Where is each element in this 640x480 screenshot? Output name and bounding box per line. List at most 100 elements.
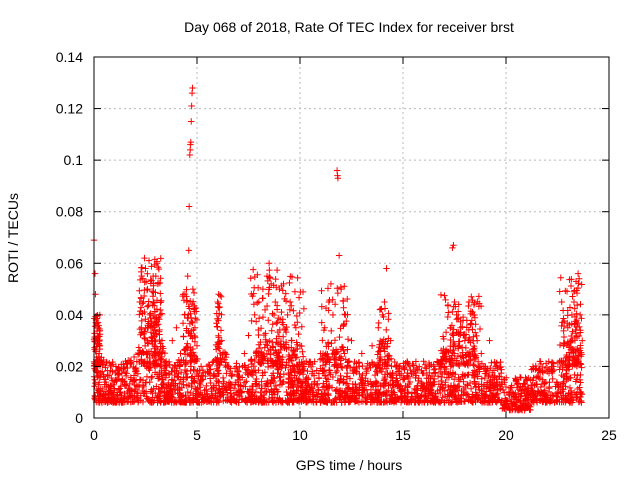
data-point-cloud [510,390,517,397]
data-point-cloud [228,393,235,401]
data-point [329,311,337,319]
data-point-cloud [455,395,463,402]
data-point [101,376,108,383]
data-point [348,337,355,344]
data-point-cloud [406,362,413,370]
data-point-spike [287,273,294,280]
data-point-cloud [242,369,250,377]
data-point-cloud [140,349,147,357]
data-point-cloud [159,376,166,383]
data-point-cloud [102,391,110,398]
data-point-cloud [565,389,572,397]
data-point-cloud [407,366,414,374]
data-point-cloud [136,376,144,383]
data-point-cloud [242,364,249,371]
data-point-spike [151,256,159,263]
data-point-cloud [205,369,213,377]
data-point [111,378,118,386]
data-point-spike [183,293,190,300]
data-point-spike [150,352,158,359]
data-point-cloud [291,372,298,379]
data-point [450,242,457,249]
data-point-cloud [277,377,284,385]
data-point-cloud [317,396,325,404]
data-point-cloud [492,392,499,400]
data-point-cloud [126,386,134,393]
data-point-cloud [122,357,129,365]
data-point [245,332,252,339]
data-point-spike [294,274,301,282]
data-point-spike [263,338,270,346]
data-point-cloud [337,353,345,360]
y-axis-label: ROTI / TECUs [5,193,21,283]
data-point-cloud [130,372,138,379]
data-point-cloud [415,363,423,370]
data-point-spike [376,355,383,362]
data-point-spike [577,301,584,308]
data-point-spike [451,355,459,362]
data-point-spike [437,356,445,363]
data-point-cloud [269,397,277,404]
data-point-spike [336,333,343,341]
data-point-spike [140,328,148,335]
data-point-cloud [279,358,286,366]
x-tick-label: 15 [395,427,411,443]
data-point-cloud [353,360,360,367]
data-point [513,394,520,401]
data-point [560,342,567,349]
data-point-cloud [187,389,194,397]
data-point-spike [259,313,267,321]
data-point-cloud [524,377,531,384]
data-point [107,383,114,391]
data-point [193,342,201,349]
data-point-spike [300,305,308,312]
data-point-cloud [423,365,430,372]
data-point-spike [215,317,222,324]
data-point [309,368,316,375]
data-point-cloud [544,394,551,401]
data-point [430,363,438,370]
data-point-spike [449,359,457,366]
data-point-spike [91,323,99,330]
data-point-spike [215,358,222,366]
data-point [564,324,571,331]
data-point-cloud [307,387,314,394]
data-point [142,265,149,272]
data-point-spike [337,325,344,332]
data-point-spike [567,282,575,290]
data-point-cloud [328,339,335,347]
data-point-spike [446,356,453,363]
data-point-spike [289,362,296,369]
data-point-cloud [386,392,394,399]
data-point-cloud [447,369,454,377]
data-point [383,265,390,272]
data-point-spike [145,318,152,325]
data-point-cloud [419,369,426,377]
data-point-cloud [158,384,166,391]
data-point-cloud [193,398,200,405]
data-point-cloud [485,384,492,391]
data-point-spike [281,325,289,333]
data-point-cloud [576,398,583,405]
chart-title: Day 068 of 2018, Rate Of TEC Index for r… [184,19,514,35]
data-point-spike [157,290,164,297]
data-point-cloud [272,382,280,390]
data-point [215,291,222,298]
data-point-cloud [478,360,486,367]
data-point-cloud [380,377,388,384]
data-point-spike [157,340,164,347]
data-point-cloud [391,398,398,405]
data-point-cloud [148,386,155,393]
data-point-cloud [552,390,560,397]
data-point-spike [342,356,349,363]
data-point-cloud [474,373,481,380]
data-point-cloud [332,395,339,402]
data-point-cloud [299,371,307,378]
data-point-cloud [412,358,420,365]
data-point-cloud [320,368,327,375]
data-point-cloud [406,398,414,405]
data-point-spike [141,286,148,294]
data-point-spike [457,331,464,339]
data-point-spike [275,348,282,356]
data-point-cloud [462,383,469,391]
